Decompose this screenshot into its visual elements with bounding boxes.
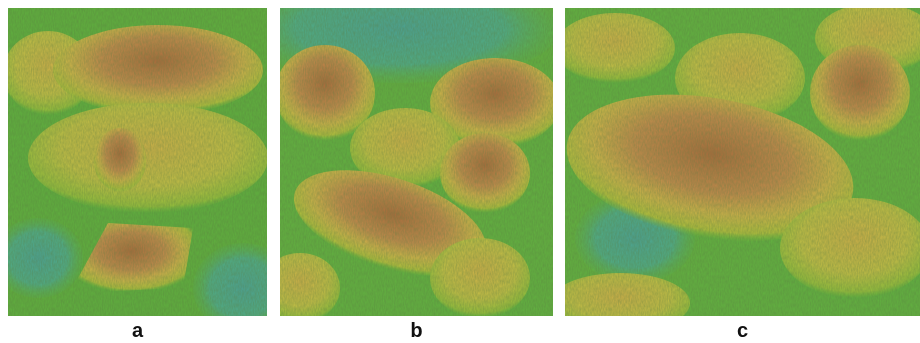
texture [8,8,267,316]
panel-image [280,8,553,316]
texture [565,8,920,316]
panel-image [8,8,267,316]
panel-label: a [131,320,144,342]
texture [280,8,553,316]
panel-label: b [410,320,423,342]
panel-image [565,8,920,316]
panel-label: c [736,320,749,342]
